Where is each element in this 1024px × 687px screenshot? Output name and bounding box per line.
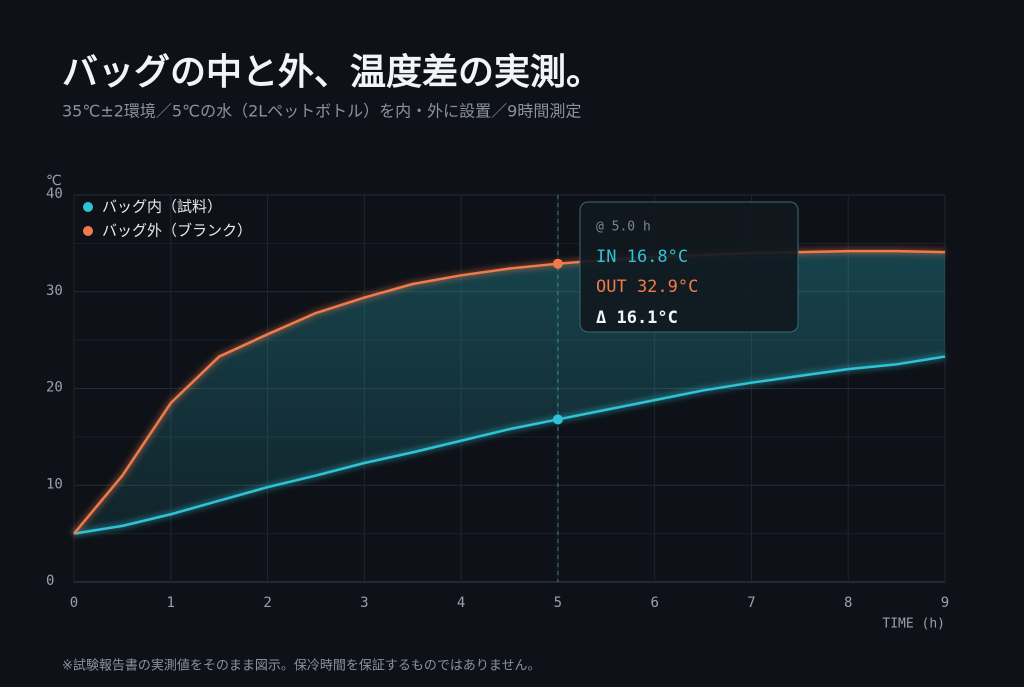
x-tick-label: 9: [941, 595, 949, 611]
tooltip-in: IN 16.8°C: [596, 247, 688, 267]
tooltip: @ 5.0 h IN 16.8°C OUT 32.9°C Δ 16.1°C: [579, 201, 799, 333]
x-tick-label: 2: [263, 595, 271, 611]
x-axis-label: TIME (h): [882, 617, 945, 632]
x-tick-label: 0: [70, 595, 78, 611]
cursor-point: [552, 414, 563, 425]
x-tick-label: 4: [457, 595, 465, 611]
x-tick-label: 3: [360, 595, 368, 611]
tooltip-out: OUT 32.9°C: [596, 277, 698, 297]
x-tick-label: 5: [554, 595, 562, 611]
series-line: [73, 249, 946, 535]
tooltip-box: [579, 201, 799, 333]
y-tick-label: 40: [46, 186, 63, 202]
legend-swatch: [83, 202, 93, 212]
series-line: [73, 355, 946, 535]
legend-label: バッグ内（試料）: [102, 198, 222, 216]
tooltip-delta: Δ 16.1°C: [596, 308, 678, 328]
chart-subtitle: 35℃±2環境／5℃の水（2Lペットボトル）を内・外に設置／9時間測定: [62, 102, 581, 121]
y-tick-label: 20: [46, 380, 63, 396]
tooltip-time: @ 5.0 h: [596, 220, 651, 235]
x-tick-label: 6: [650, 595, 658, 611]
legend-label: バッグ外（ブランク）: [102, 222, 252, 240]
y-tick-label: 0: [46, 573, 54, 589]
y-axis-label: ℃: [46, 173, 62, 189]
y-tick-label: 30: [46, 283, 63, 299]
y-tick-label: 10: [46, 476, 63, 492]
x-tick-label: 7: [747, 595, 755, 611]
cursor-point: [552, 258, 563, 269]
difference-band: [74, 251, 945, 534]
x-tick-label: 8: [844, 595, 852, 611]
plot-area: 0 10 20 30 40 0 1 2 3 4 5 6 7 8 9 バッグ内（試料） バッグ外（ブランク）: [46, 186, 949, 611]
chart-title: バッグの中と外、温度差の実測。: [62, 52, 602, 93]
footnote: ※試験報告書の実測値をそのまま図示。保冷時間を保証するものではありません。: [62, 658, 541, 674]
x-tick-label: 1: [167, 595, 175, 611]
legend-swatch: [83, 226, 93, 236]
